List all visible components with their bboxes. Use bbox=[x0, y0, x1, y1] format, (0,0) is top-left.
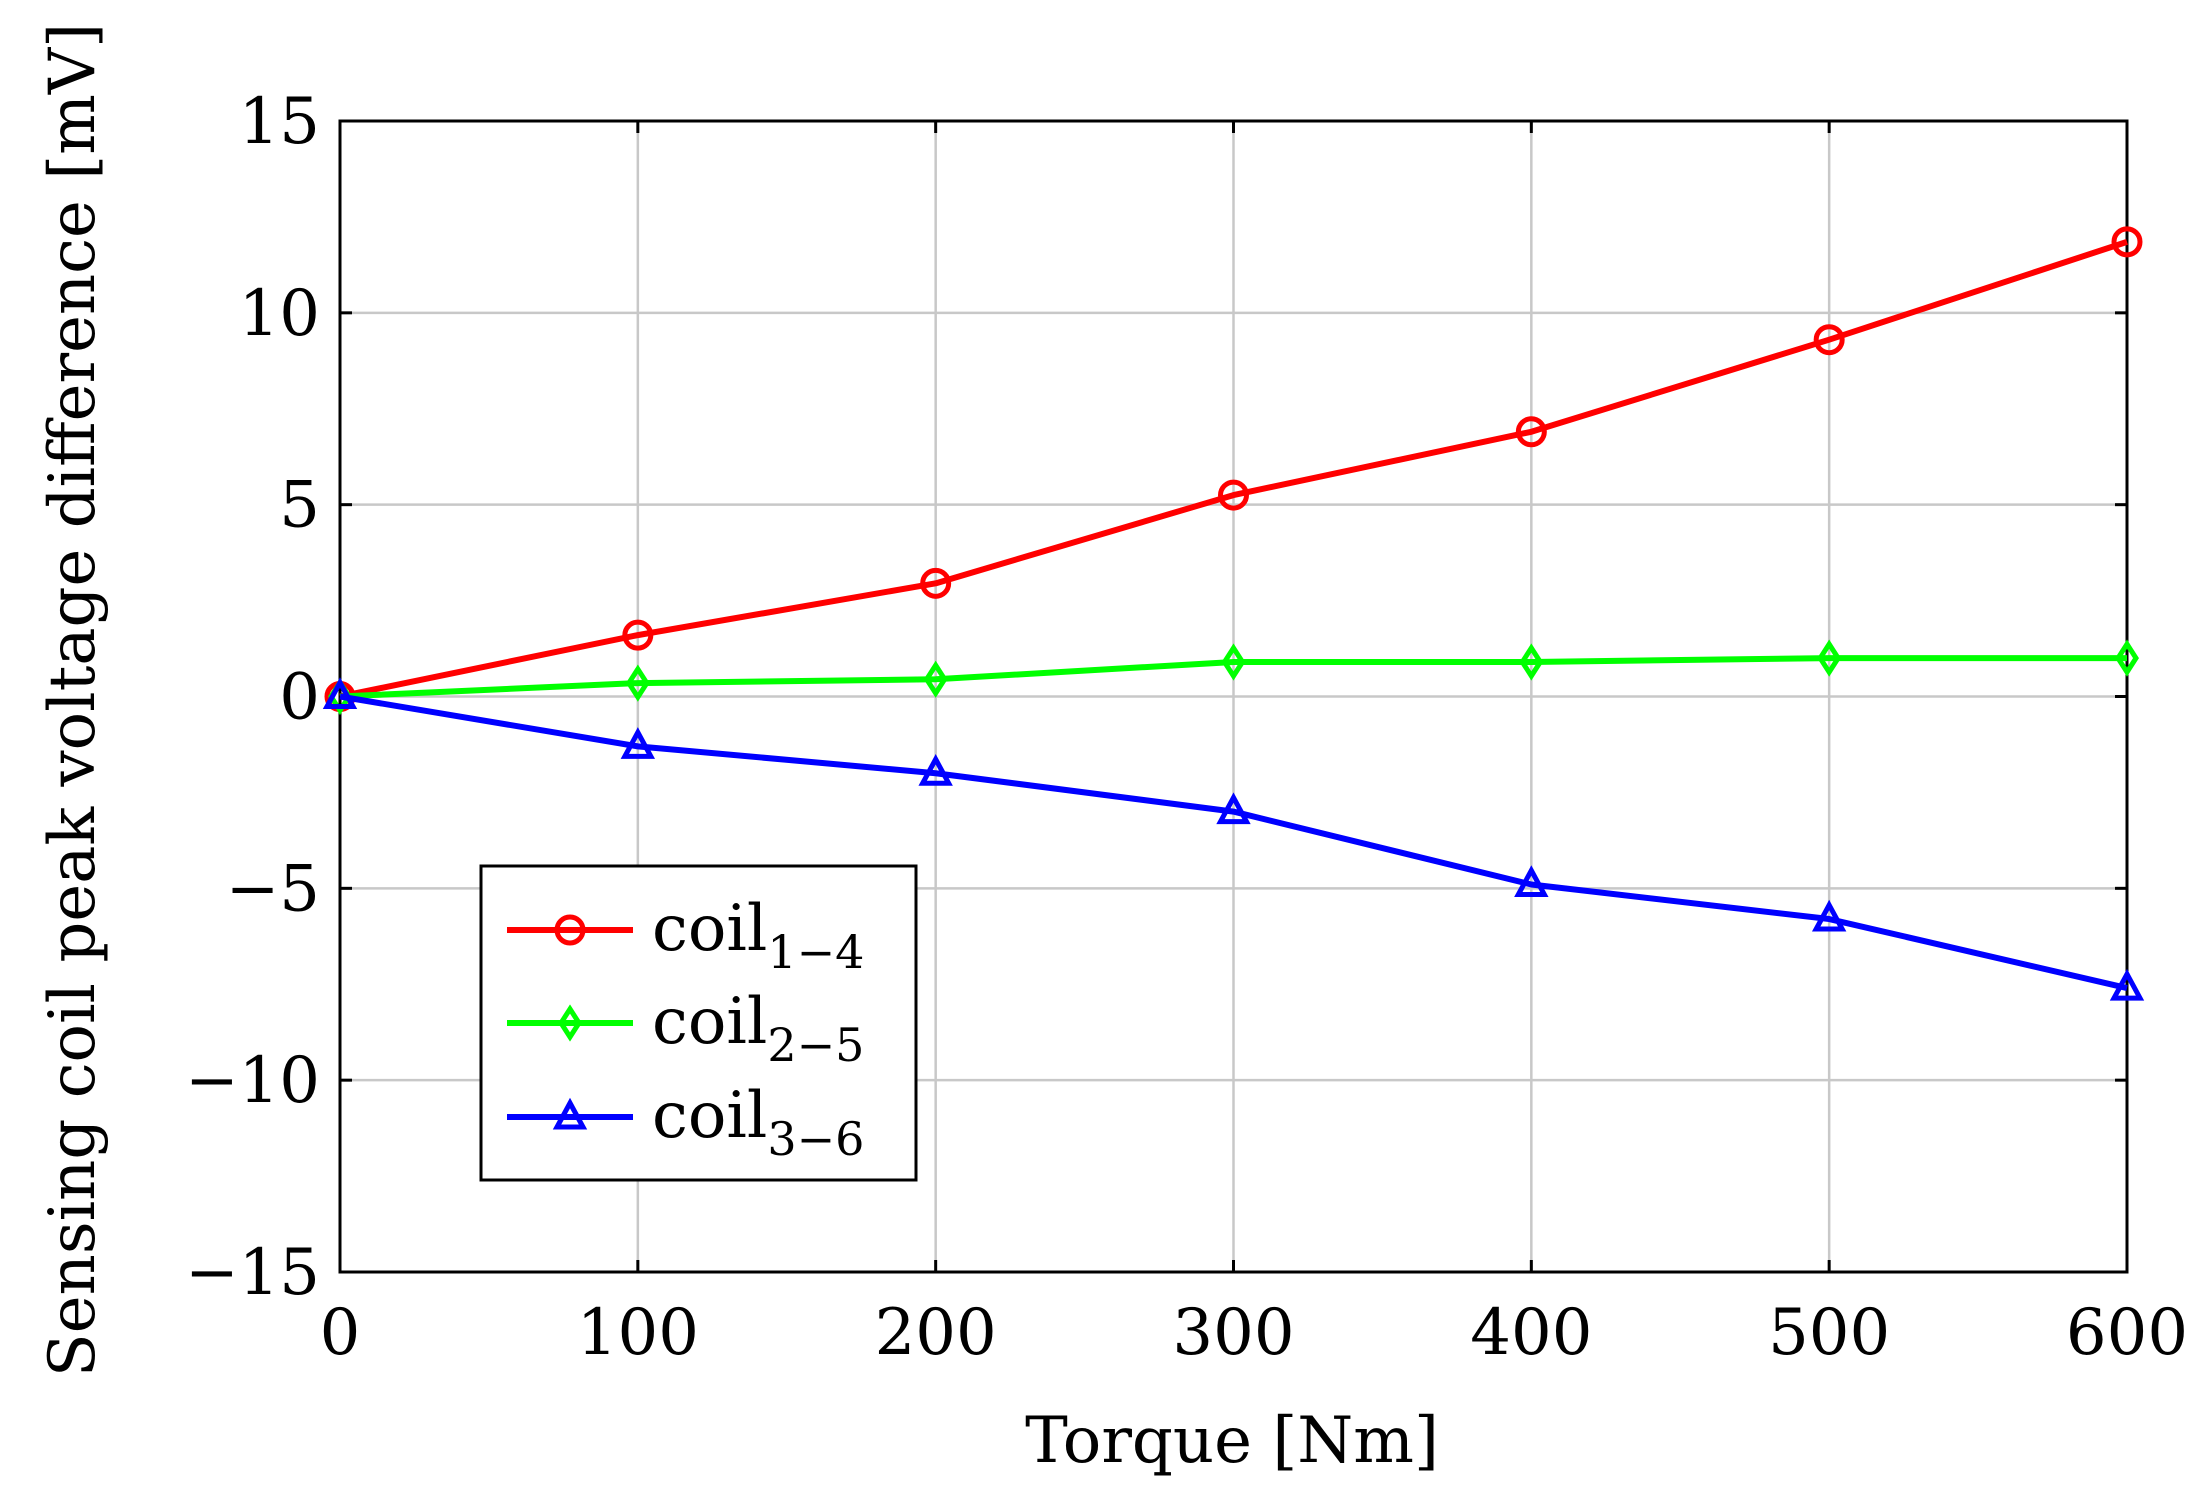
series-diamond bbox=[328, 639, 2139, 716]
x-axis-title: Torque [Nm] bbox=[1025, 1404, 1439, 1478]
data-point-diamond bbox=[923, 660, 948, 698]
data-point-circle bbox=[1515, 416, 1547, 448]
x-tick-label: 200 bbox=[875, 1296, 997, 1370]
y-tick-label: −15 bbox=[185, 1236, 320, 1310]
y-tick-label: 0 bbox=[279, 661, 320, 735]
legend-label: coil3−6 bbox=[652, 1079, 864, 1166]
y-tick-label: −5 bbox=[226, 852, 320, 926]
x-tick-label: 500 bbox=[1768, 1296, 1890, 1370]
y-tick-label: 15 bbox=[239, 85, 320, 159]
legend-label-subscript: 3−6 bbox=[767, 1112, 864, 1166]
x-tick-label: 100 bbox=[577, 1296, 699, 1370]
data-point-diamond bbox=[2115, 639, 2139, 677]
y-tick-label: −10 bbox=[185, 1044, 320, 1118]
data-point-triangle bbox=[2109, 968, 2145, 1001]
data-point-circle bbox=[622, 619, 654, 651]
series bbox=[322, 226, 2145, 1001]
data-point-diamond bbox=[625, 664, 650, 702]
legend-marker-circle bbox=[554, 914, 586, 946]
data-point-triangle bbox=[1514, 865, 1549, 897]
y-tick-label: 10 bbox=[239, 277, 320, 351]
y-axis-title: Sensing coil peak voltage difference [mV… bbox=[36, 23, 110, 1377]
legend-marker-triangle bbox=[552, 1097, 588, 1130]
legend-label-name: coil bbox=[652, 892, 767, 966]
x-tick-label: 0 bbox=[320, 1296, 361, 1370]
legend-label-subscript: 2−5 bbox=[767, 1018, 864, 1072]
data-point-diamond bbox=[1221, 643, 1246, 681]
data-point-triangle bbox=[322, 677, 358, 709]
data-point-circle bbox=[1813, 324, 1845, 356]
data-point-triangle bbox=[1811, 899, 1847, 932]
legend-label-name: coil bbox=[652, 1079, 767, 1153]
legend-marker-diamond bbox=[558, 1004, 582, 1042]
x-tick-label: 400 bbox=[1470, 1296, 1592, 1370]
data-point-circle bbox=[2111, 226, 2143, 258]
legend-label: coil2−5 bbox=[652, 985, 864, 1072]
legend-label: coil1−4 bbox=[652, 892, 864, 979]
data-point-circle bbox=[1218, 479, 1249, 511]
data-point-triangle bbox=[918, 753, 953, 786]
series-line bbox=[339, 655, 2127, 700]
x-tick-label: 600 bbox=[2066, 1296, 2188, 1370]
data-point-triangle bbox=[1216, 792, 1251, 825]
data-point-triangle bbox=[620, 727, 656, 759]
legend-label-name: coil bbox=[652, 985, 767, 1059]
x-tick-label: 300 bbox=[1172, 1296, 1294, 1370]
series-line bbox=[339, 239, 2128, 700]
data-point-diamond bbox=[1817, 639, 1842, 677]
data-point-circle bbox=[920, 567, 952, 599]
y-tick-label: 5 bbox=[279, 469, 320, 543]
series-triangle bbox=[322, 677, 2145, 1001]
x-axis-ticks: 0 100 200 300 400 500 600 bbox=[320, 121, 2188, 1370]
data-point-diamond bbox=[1519, 643, 1544, 681]
y-axis-ticks: 15 10 5 0 −5 −10 −15 bbox=[185, 85, 2127, 1310]
series-line bbox=[339, 693, 2128, 992]
series-circle bbox=[324, 226, 2143, 712]
legend-label-subscript: 1−4 bbox=[767, 925, 864, 979]
